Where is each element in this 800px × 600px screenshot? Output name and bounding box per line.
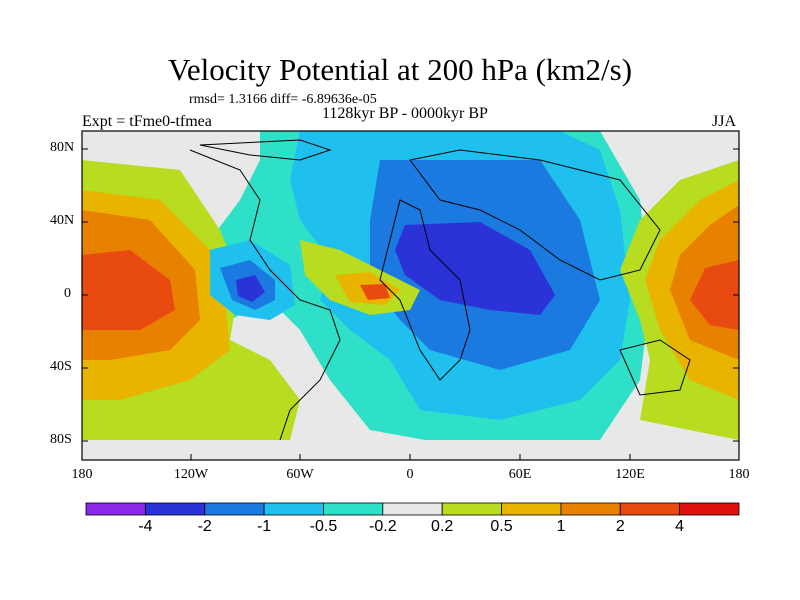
stats-text: rmsd= 1.3166 diff= -6.89636e-05 [189,92,377,107]
colorbar-swatch [144,502,206,516]
season-label: JJA [712,113,737,130]
colorbar-label: 0.5 [490,518,513,535]
x-tick-label: 60E [508,467,532,482]
y-tick-label: 40S [50,359,72,374]
colorbar-swatch [263,502,324,516]
colorbar-swatch [441,502,502,516]
colorbar-label: 4 [675,518,685,535]
colorbar-label: -4 [138,518,153,535]
x-tick-label: 120E [615,467,645,482]
y-tick-label: 40N [50,213,75,228]
x-tick-label: 180 [728,467,750,482]
colorbar-swatch [204,502,265,516]
x-tick-label: 0 [406,467,414,482]
colorbar-swatch [501,502,562,516]
x-tick-label: 60W [286,467,314,482]
colorbar-swatch [382,502,443,516]
colorbar-label: 1 [556,518,566,535]
colorbar-label: -0.5 [309,518,338,535]
colorbar-label: 0.2 [431,518,454,535]
y-tick-label: 80S [50,432,72,447]
period-text: 1128kyr BP - 0000kyr BP [322,105,488,122]
y-tick-label: 0 [64,286,71,301]
colorbar-swatch [619,502,681,516]
y-tick-label: 80N [50,140,75,155]
colorbar-swatch [85,502,146,516]
colorbar-swatch [323,502,384,516]
colorbar-label: 2 [615,518,625,535]
colorbar [85,502,740,516]
colorbar-swatch [679,502,740,516]
colorbar-label: -0.2 [369,518,397,535]
coastlines [189,139,691,441]
colorbar-label: -1 [256,518,272,535]
axis-ticks [81,148,740,460]
x-tick-label: 180 [71,467,93,482]
contour-field [82,131,739,460]
map-title: Velocity Potential at 200 hPa (km2/s) [167,52,633,87]
x-tick-label: 120W [173,467,209,482]
experiment-label: Expt = tFme0-tfmea [82,113,212,130]
colorbar-label: -2 [197,518,212,535]
colorbar-swatch [560,502,621,516]
